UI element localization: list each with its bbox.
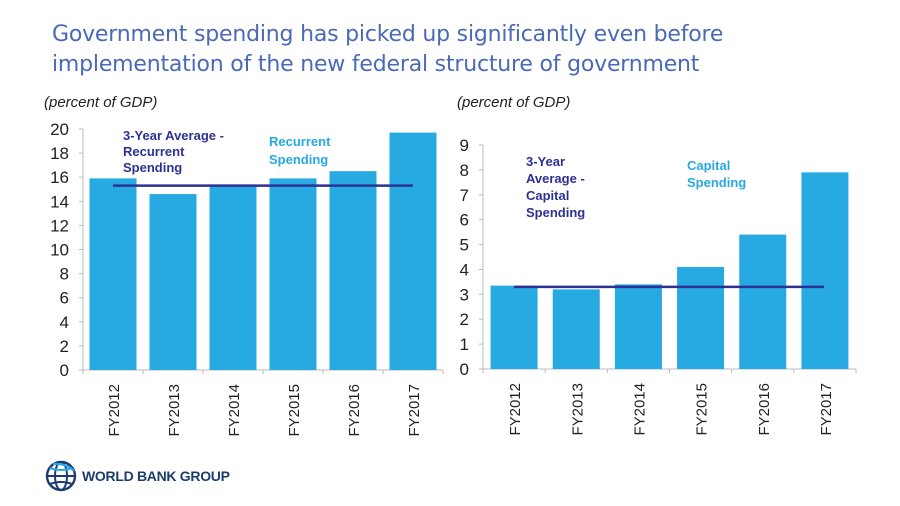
left-y-tick-label: 6 [60, 289, 69, 308]
right-y-tick-label: 6 [460, 211, 469, 230]
left-y-tick-label: 4 [60, 313, 69, 332]
left-average-label: Spending [123, 160, 182, 175]
left-y-tick-label: 8 [60, 265, 69, 284]
right-x-tick-label: FY2016 [756, 383, 773, 436]
left-series-label: Recurrent [269, 134, 331, 149]
title-line-2: implementation of the new federal struct… [52, 52, 700, 77]
left-x-tick-label: FY2017 [406, 384, 423, 437]
left-bar-fy2016 [329, 171, 377, 370]
right-y-tick-label: 0 [460, 360, 469, 379]
right-x-tick-label: FY2012 [507, 383, 524, 436]
right-average-label: Capital [526, 188, 569, 203]
left-y-tick-label: 14 [50, 192, 69, 211]
right-average-label: Average - [526, 171, 585, 186]
left-series-label: Spending [269, 152, 328, 167]
right-x-tick-label: FY2017 [818, 383, 835, 436]
left-x-tick-label: FY2015 [286, 384, 303, 437]
right-series-label: Capital [687, 158, 730, 173]
left-y-tick-label: 0 [60, 361, 69, 380]
left-y-tick-label: 12 [50, 216, 69, 235]
right-average-label: 3-Year [526, 154, 565, 169]
right-average-label: Spending [526, 205, 585, 220]
left-bar-fy2013 [149, 194, 197, 370]
left-y-tick-label: 10 [50, 241, 69, 260]
right-x-tick-label: FY2013 [569, 383, 586, 436]
left-x-tick-label: FY2016 [346, 384, 363, 437]
left-y-tick-label: 18 [50, 144, 69, 163]
right-x-tick-label: FY2014 [631, 383, 648, 436]
right-y-tick-label: 4 [460, 260, 469, 279]
right-unit-label: (percent of GDP) [457, 94, 571, 111]
right-bar-fy2015 [677, 266, 725, 369]
right-y-tick-label: 8 [460, 161, 469, 180]
left-y-tick-label: 2 [60, 337, 69, 356]
left-unit-label: (percent of GDP) [44, 94, 158, 111]
right-y-tick-label: 9 [460, 136, 469, 155]
left-x-tick-label: FY2014 [226, 384, 243, 437]
right-y-tick-label: 7 [460, 186, 469, 205]
left-average-label: 3-Year Average - [123, 128, 224, 143]
right-bar-fy2014 [614, 284, 662, 369]
right-bar-fy2016 [739, 234, 787, 369]
right-bar-fy2012 [490, 285, 538, 369]
left-bar-fy2012 [89, 178, 137, 370]
globe-icon [45, 460, 77, 492]
left-x-tick-label: FY2012 [106, 384, 123, 437]
right-x-tick-label: FY2015 [694, 383, 711, 436]
left-x-tick-label: FY2013 [166, 384, 183, 437]
left-y-tick-label: 16 [50, 168, 69, 187]
right-y-tick-label: 5 [460, 236, 469, 255]
left-average-label: Recurrent [123, 144, 185, 159]
right-bar-fy2017 [801, 172, 849, 369]
logo-text: WORLD BANK GROUP [82, 468, 230, 484]
world-bank-logo: WORLD BANK GROUP [44, 459, 230, 493]
right-y-tick-label: 2 [460, 310, 469, 329]
chart-title: Government spending has picked up signif… [52, 20, 872, 80]
title-line-1: Government spending has picked up signif… [52, 22, 724, 47]
right-y-tick-label: 3 [460, 285, 469, 304]
left-bar-fy2017 [389, 132, 437, 370]
left-y-tick-label: 20 [50, 120, 69, 139]
right-y-tick-label: 1 [460, 335, 469, 354]
right-series-label: Spending [687, 175, 746, 190]
left-bar-fy2014 [209, 184, 257, 370]
left-bar-fy2015 [269, 178, 317, 370]
right-bar-fy2013 [552, 289, 600, 369]
